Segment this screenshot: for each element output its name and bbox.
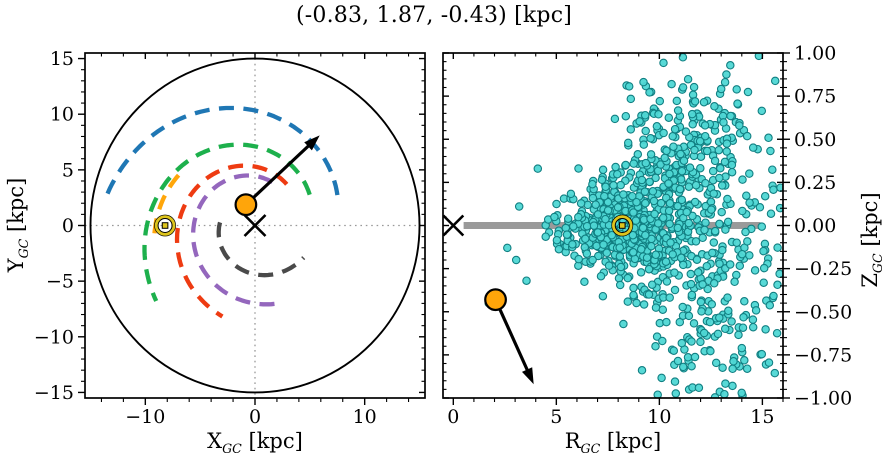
right-ytick-label: 0.00	[794, 215, 836, 237]
right-xtick-label: 15	[750, 406, 774, 428]
right-xtick-label: 5	[550, 406, 562, 428]
left-xaxis-label: XGC [kpc]	[85, 429, 425, 456]
right-xaxis-label-subscript: GC	[580, 441, 601, 457]
left-xaxis-label-subscript: GC	[222, 441, 242, 457]
right-ytick-label: 1.00	[794, 43, 836, 65]
right-ytick-label: −0.25	[794, 258, 852, 280]
left-ytick-label: 5	[62, 159, 74, 181]
right-xtick-label: 10	[647, 406, 671, 428]
left-panel-frame	[84, 52, 426, 399]
left-ytick-label: 0	[62, 215, 74, 237]
arm-sagittarius-arm	[174, 163, 289, 319]
spiral-arms	[105, 105, 340, 319]
right-xaxis-label: RGC [kpc]	[443, 429, 783, 456]
galactic-center-cross-right	[443, 214, 465, 237]
sun-marker-left	[154, 214, 176, 237]
crosshair-lines	[85, 53, 425, 398]
left-panel	[85, 53, 425, 398]
left-xaxis-label-base: X	[207, 429, 223, 453]
left-ytick-label: 15	[50, 48, 74, 70]
scatter-points	[484, 53, 783, 398]
right-ytick-label: −0.50	[794, 301, 852, 323]
object-marker-right	[484, 288, 507, 312]
left-ytick-label: −5	[46, 271, 74, 293]
velocity-arrow-right	[494, 299, 534, 385]
left-ytick-label: −15	[34, 382, 74, 404]
right-xaxis-label-unit: [kpc]	[600, 429, 662, 453]
right-panel-axes: 0 5 10 15 1.00 0.75 0.50 0.25 0.00 −0.25 −0.50 −0.7…	[442, 43, 852, 428]
right-ytick-label: −0.75	[794, 344, 852, 366]
left-xaxis-label-unit: [kpc]	[241, 429, 303, 453]
sun-marker-right	[611, 214, 634, 237]
right-panel-frame	[442, 52, 784, 399]
left-panel-axes: −10 0 10 −15 −10 −5 0 5 10 15	[34, 48, 426, 428]
galactic-center-cross-left	[243, 214, 267, 237]
right-ytick-label: −1.00	[794, 388, 852, 410]
page-title: (-0.83, 1.87, -0.43) [kpc]	[295, 3, 573, 28]
velocity-arrow-left	[244, 135, 320, 206]
arm-outer-arm	[105, 105, 340, 196]
left-xtick-label: 0	[249, 406, 261, 428]
left-xtick-label: 10	[353, 406, 377, 428]
left-ytick-label: 10	[50, 104, 74, 126]
right-panel	[443, 53, 783, 398]
arm-norma-arm	[216, 221, 306, 278]
object-marker-left	[234, 193, 258, 217]
left-xtick-label: −10	[125, 406, 165, 428]
right-ytick-label: 0.75	[794, 86, 836, 108]
right-ytick-label: 0.50	[794, 129, 836, 151]
right-xtick-label: 0	[447, 406, 459, 428]
left-ytick-label: −10	[34, 326, 74, 348]
right-xaxis-label-base: R	[564, 429, 581, 453]
right-ytick-label: 0.25	[794, 172, 836, 194]
arm-scutum-arm	[190, 173, 278, 307]
